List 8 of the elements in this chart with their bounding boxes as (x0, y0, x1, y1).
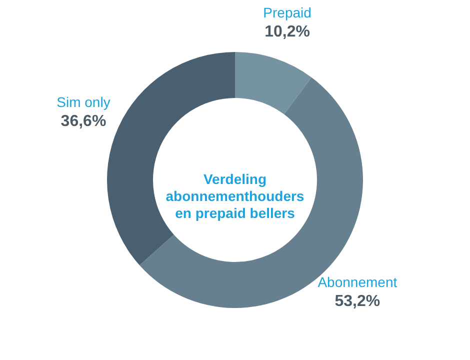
slice-label: Sim only (56, 94, 110, 110)
donut-slice (235, 52, 312, 114)
data-label: 53,2% (334, 293, 380, 310)
slice-label: Abonnement (318, 274, 398, 290)
data-label: 36,6% (60, 113, 106, 130)
text: Verdeling abonnementhouders en prepaid bellers (166, 171, 304, 221)
data-label: 10,2% (264, 23, 310, 40)
slice-label: Prepaid (263, 4, 312, 20)
